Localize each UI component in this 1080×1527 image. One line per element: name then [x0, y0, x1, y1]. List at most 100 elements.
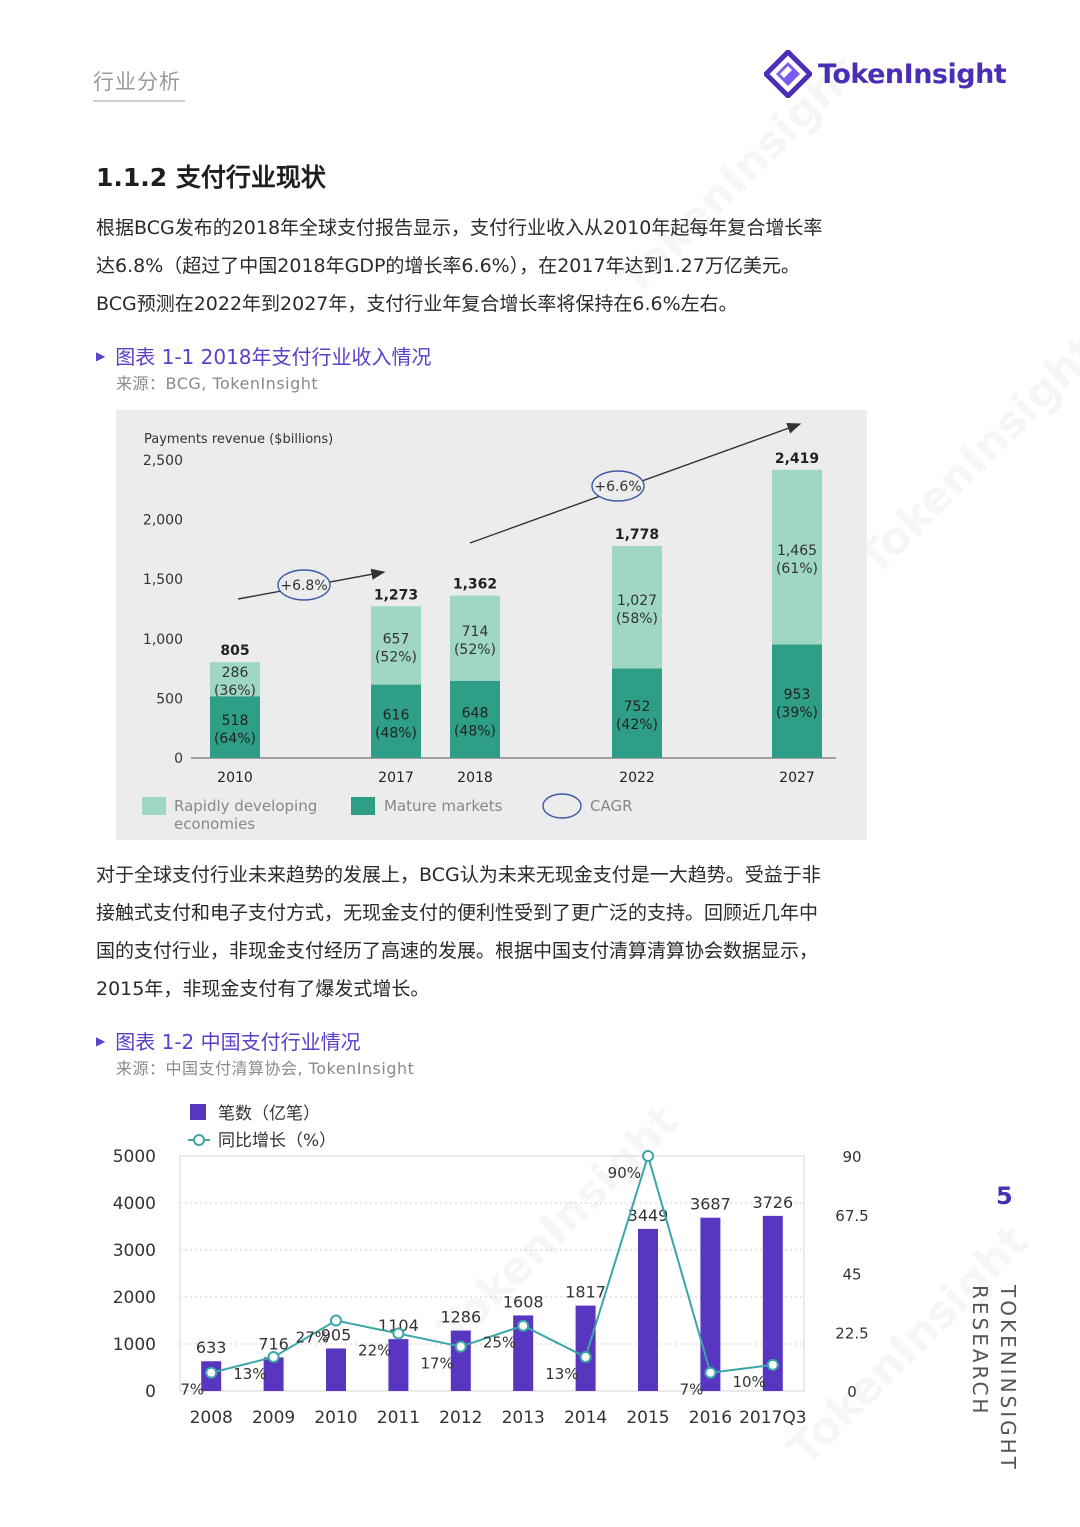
data-label: 286: [222, 665, 249, 681]
legend-label-cagr: CAGR: [590, 797, 633, 815]
vertical-brand-text: TOKENINSIGHT RESEARCH: [968, 1285, 1020, 1472]
cagr-label: +6.8%: [280, 578, 327, 594]
bar-total-label: 805: [220, 643, 249, 659]
growth-point: [579, 1351, 592, 1364]
bar-total-label: 1,778: [615, 527, 659, 543]
data-label: 752: [624, 699, 651, 715]
x-tick-label: 2009: [252, 1408, 295, 1428]
bar: [700, 1217, 721, 1391]
data-label: (52%): [375, 649, 417, 665]
paragraph-line: 对于全球支付行业未来趋势的发展上，BCG认为未来无现金支付是一大趋势。受益于非: [96, 864, 821, 886]
data-label: 648: [462, 705, 489, 721]
growth-point: [766, 1358, 779, 1371]
y-axis-title: Payments revenue ($billions): [144, 432, 333, 447]
legend-label-mature: Mature markets: [384, 797, 503, 815]
bar-mature: [612, 668, 662, 758]
y-tick-label: 1000: [113, 1335, 156, 1355]
middle-paragraph: 对于全球支付行业未来趋势的发展上，BCG认为未来无现金支付是一大趋势。受益于非 …: [96, 856, 926, 1008]
growth-label: 25%: [483, 1334, 516, 1352]
x-tick-label: 2017Q3: [739, 1408, 806, 1428]
y-tick-label: 0: [145, 1382, 156, 1402]
bar-developing: [612, 545, 662, 669]
bar-value-label: 1104: [378, 1316, 419, 1335]
y2-tick-label: 67.5: [835, 1207, 868, 1225]
data-label: (48%): [375, 725, 417, 741]
growth-label: 13%: [233, 1365, 266, 1383]
growth-label: 90%: [608, 1164, 641, 1182]
bar: [762, 1215, 783, 1391]
bar-total-label: 1,273: [374, 587, 418, 603]
growth-line: [210, 1152, 773, 1374]
y-tick-label: 4000: [113, 1194, 156, 1214]
x-tick-label: 2015: [626, 1408, 669, 1428]
x-tick-label: 2012: [439, 1408, 482, 1428]
data-label: (42%): [616, 717, 658, 733]
legend-label-line: Rapidly developing: [174, 797, 317, 815]
bar-mature: [772, 644, 822, 758]
figure-caption: ▶ 图表 1-2 中国支付行业情况: [96, 1026, 361, 1055]
x-tick-label: 2017: [378, 770, 414, 786]
growth-label: 7%: [180, 1381, 204, 1399]
growth-point: [330, 1314, 342, 1327]
data-label: (64%): [214, 731, 256, 747]
data-label: 1,027: [617, 593, 657, 609]
brand-name: TokenInsight: [818, 58, 1007, 90]
bar-value-label: 716: [258, 1334, 289, 1353]
y-tick-label: 1,000: [143, 632, 183, 648]
bar-developing: [210, 662, 260, 697]
x-tick-label: 2013: [502, 1408, 545, 1428]
cagr-label: +6.6%: [594, 479, 641, 495]
growth-point: [392, 1327, 405, 1340]
legend-swatch-mature: [351, 797, 375, 815]
figure-caption-text: 图表 1-1 2018年支付行业收入情况: [115, 345, 432, 369]
bar-mature: [371, 684, 421, 758]
x-tick-label: 2022: [619, 770, 655, 786]
legend-swatch-marker: [193, 1134, 205, 1146]
legend-label-bar: 笔数（亿笔）: [218, 1104, 320, 1124]
growth-label: 27%: [296, 1329, 329, 1347]
figure-caption: ▶ 图表 1-1 2018年支付行业收入情况: [96, 341, 432, 370]
figure-source: 来源：中国支付清算协会, TokenInsight: [116, 1059, 415, 1078]
bar-developing: [371, 606, 421, 685]
watermark: TokenInsight: [848, 326, 1080, 586]
data-label: (58%): [616, 611, 658, 627]
data-label: (48%): [454, 723, 496, 739]
y-tick-label: 2,000: [143, 513, 183, 529]
paragraph-line: 接触式支付和电子支付方式，无现金支付的便利性受到了更广泛的支持。回顾近几年中: [96, 902, 819, 924]
bar-mature: [210, 696, 260, 758]
bar-total-label: 1,362: [453, 577, 497, 593]
y-tick-label: 0: [174, 751, 183, 767]
header-divider: [93, 100, 185, 102]
growth-point: [704, 1366, 717, 1379]
growth-label: 10%: [732, 1373, 765, 1391]
bar-value-label: 1286: [440, 1308, 481, 1327]
bar: [638, 1228, 658, 1391]
x-tick-label: 2010: [217, 770, 253, 786]
bar: [513, 1315, 534, 1391]
legend-swatch-bar: [190, 1104, 206, 1120]
growth-label: 22%: [358, 1342, 391, 1360]
y2-tick-label: 90: [842, 1148, 861, 1166]
paragraph-line: 2015年，非现金支付有了爆发式增长。: [96, 978, 430, 1000]
y-tick-label: 5000: [113, 1147, 156, 1167]
data-label: 518: [222, 713, 249, 729]
legend-label-line: 同比增长（%）: [218, 1131, 336, 1151]
x-tick-label: 2011: [377, 1408, 420, 1428]
brand-logo: TokenInsight: [764, 50, 1007, 98]
y-tick-label: 1,500: [143, 572, 183, 588]
data-label: 657: [383, 631, 410, 647]
x-tick-label: 2018: [457, 770, 493, 786]
tokeninsight-logo-icon: [764, 50, 812, 98]
x-tick-label: 2027: [779, 770, 815, 786]
page-number: 5: [996, 1182, 1013, 1210]
bar-value-label: 1817: [565, 1283, 606, 1302]
bar: [575, 1305, 596, 1391]
section-title: 1.1.2 支付行业现状: [96, 163, 326, 192]
section-label: 行业分析: [93, 70, 181, 94]
cagr-ellipse: [277, 569, 331, 601]
china-payments-combo-chart: 笔数（亿笔） 同比增长（%） 0 1000 2000 3000 4000 5000 0 22.5 4…: [113, 1104, 869, 1428]
y-tick-label: 3000: [113, 1241, 156, 1261]
paragraph-line: BCG预测在2022年到2027年，支付行业年复合增长率将保持在6.6%左右。: [96, 293, 738, 315]
growth-point: [517, 1319, 530, 1332]
y-tick-label: 2,500: [143, 453, 183, 469]
